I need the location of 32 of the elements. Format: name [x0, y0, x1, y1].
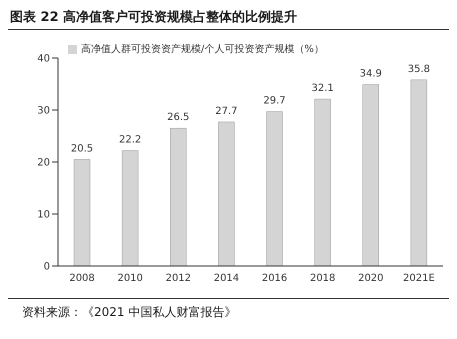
data-label: 26.5: [167, 112, 190, 124]
data-label: 22.2: [118, 134, 142, 146]
bar: [266, 111, 283, 266]
chart-title: 图表 22 高净值客户可投资规模占整体的比例提升: [8, 8, 449, 30]
x-tick-label: 2012: [166, 273, 192, 284]
data-label: 27.7: [215, 106, 238, 117]
data-label: 34.9: [360, 68, 382, 80]
x-tick-label: 2008: [69, 273, 95, 284]
y-tick-label: 40: [37, 54, 50, 65]
data-label: 32.1: [311, 83, 334, 94]
bar: [218, 122, 235, 266]
legend-label: 高净值人群可投资资产规模/个人可投资资产规模（%）: [81, 44, 324, 55]
data-label: 20.5: [70, 143, 94, 154]
x-tick-label: 2018: [310, 273, 336, 284]
bar: [410, 80, 428, 266]
y-tick-label: 10: [37, 210, 50, 221]
x-tick-label: 2014: [214, 273, 240, 284]
x-tick-label: 2016: [262, 273, 288, 284]
x-tick-label: 2010: [117, 273, 143, 284]
bar: [122, 150, 138, 266]
data-label: 29.7: [263, 96, 286, 107]
text: 资料来源：《2021 中国私人财富报告》: [8, 298, 449, 321]
y-tick-label: 20: [37, 158, 50, 169]
y-tick-label: 0: [44, 262, 50, 273]
bar: [170, 128, 186, 266]
bar: [362, 84, 379, 266]
x-tick-label: 2021E: [403, 273, 435, 284]
bar: [314, 98, 331, 266]
data-label: 35.8: [408, 64, 430, 75]
x-tick-label: 2020: [358, 273, 384, 284]
bar: [74, 159, 90, 266]
y-tick-label: 30: [37, 106, 50, 117]
